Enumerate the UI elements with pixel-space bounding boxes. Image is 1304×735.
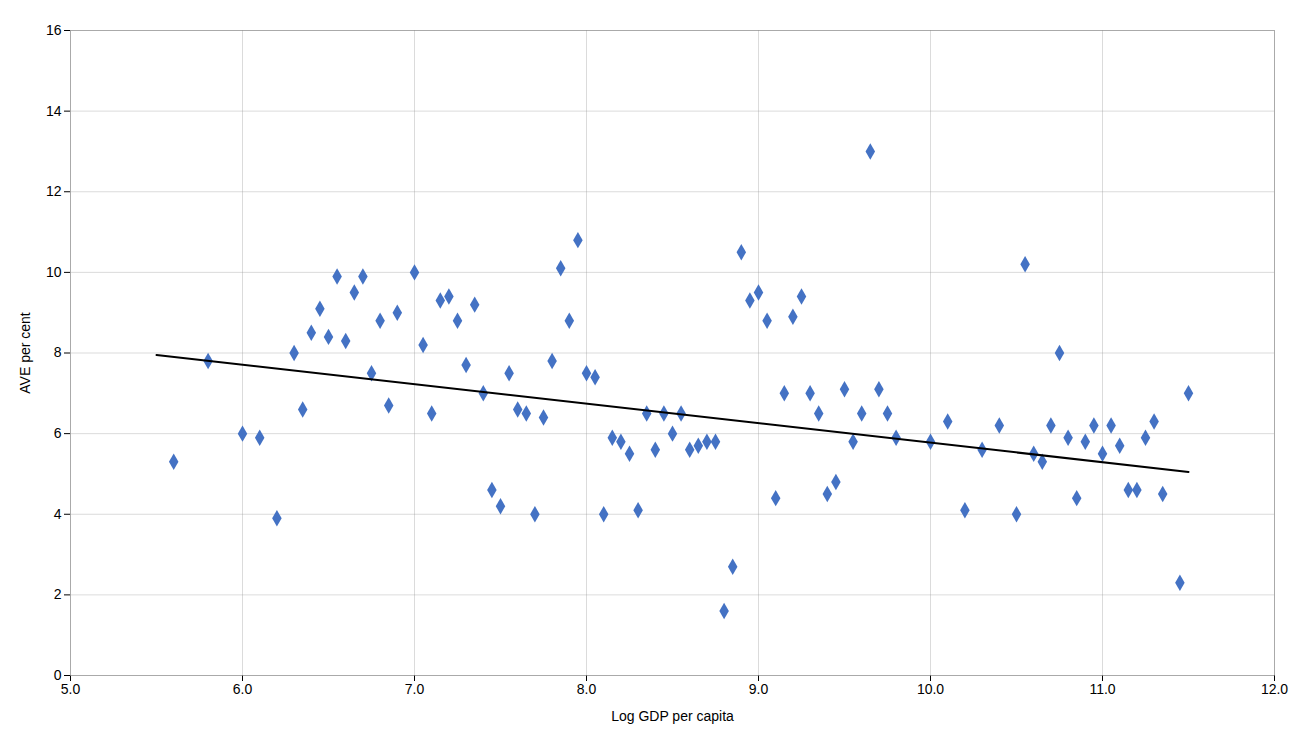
svg-text:8: 8 xyxy=(54,344,62,360)
svg-text:AVE per cent: AVE per cent xyxy=(17,312,33,394)
svg-text:2: 2 xyxy=(54,586,62,602)
svg-text:6.0: 6.0 xyxy=(233,681,253,697)
svg-text:7.0: 7.0 xyxy=(405,681,425,697)
svg-text:10: 10 xyxy=(46,264,62,280)
svg-text:8.0: 8.0 xyxy=(577,681,597,697)
svg-text:9.0: 9.0 xyxy=(749,681,769,697)
svg-text:11.0: 11.0 xyxy=(1089,681,1115,697)
svg-text:Log GDP per capita: Log GDP per capita xyxy=(611,708,734,724)
svg-text:10.0: 10.0 xyxy=(917,681,944,697)
svg-text:12: 12 xyxy=(46,183,62,199)
svg-text:4: 4 xyxy=(54,506,62,522)
svg-text:6: 6 xyxy=(54,425,62,441)
svg-text:14: 14 xyxy=(46,103,62,119)
svg-text:5.0: 5.0 xyxy=(61,681,81,697)
svg-text:0: 0 xyxy=(53,667,62,683)
svg-text:12.0: 12.0 xyxy=(1261,681,1288,697)
svg-text:16: 16 xyxy=(46,22,62,38)
